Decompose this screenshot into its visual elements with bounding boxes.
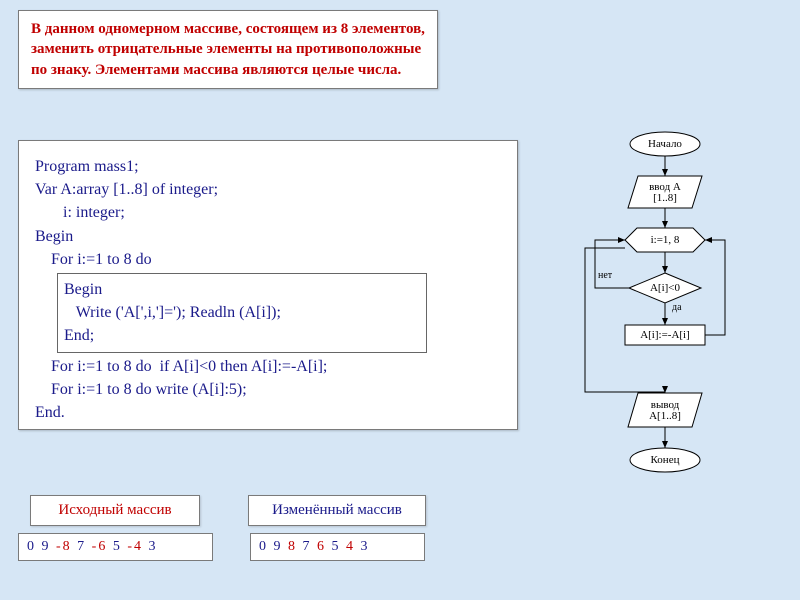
array-value: 8 (288, 539, 297, 554)
array-value: 0 (27, 539, 36, 554)
array-value: -8 (56, 539, 72, 554)
code-line: Begin (64, 278, 420, 301)
flowchart-svg: данетНачаловвод A[1..8]i:=1, 8A[i]<0A[i]… (540, 130, 790, 560)
code-line: For i:=1 to 8 do write (A[i]:5); (35, 378, 501, 401)
array-value: 4 (346, 539, 355, 554)
array-value: 3 (361, 539, 370, 554)
code-line: For i:=1 to 8 do (35, 248, 501, 271)
array-value: 7 (303, 539, 312, 554)
code-line: i: integer; (35, 201, 501, 224)
code-line: End. (35, 401, 501, 424)
code-before: Program mass1;Var A:array [1..8] of inte… (35, 155, 501, 271)
task-text: В данном одномерном массиве, состоящем и… (31, 21, 425, 78)
array-value: 5 (332, 539, 341, 554)
code-line: End; (64, 324, 420, 347)
svg-text:[1..8]: [1..8] (653, 192, 677, 204)
source-array-label: Исходный массив (30, 495, 200, 526)
svg-text:i:=1, 8: i:=1, 8 (651, 234, 680, 246)
changed-array: 0 9 8 7 6 5 4 3 (250, 533, 425, 561)
array-value: -6 (92, 539, 108, 554)
array-value: -4 (127, 539, 143, 554)
svg-text:нет: нет (598, 270, 613, 281)
code-inner-box: Begin Write ('A[',i,']='); Readln (A[i])… (57, 273, 427, 353)
code-after: For i:=1 to 8 do if A[i]<0 then A[i]:=-A… (35, 355, 501, 425)
array-value: 7 (77, 539, 86, 554)
array-value: 9 (274, 539, 283, 554)
svg-text:да: да (672, 302, 682, 313)
code-line: For i:=1 to 8 do if A[i]<0 then A[i]:=-A… (35, 355, 501, 378)
flowchart: данетНачаловвод A[1..8]i:=1, 8A[i]<0A[i]… (540, 130, 790, 560)
array-value: 6 (317, 539, 326, 554)
svg-text:Начало: Начало (648, 138, 682, 150)
array-value: 0 (259, 539, 268, 554)
array-value: 9 (42, 539, 51, 554)
svg-text:A[1..8]: A[1..8] (649, 410, 681, 422)
svg-text:A[i]:=-A[i]: A[i]:=-A[i] (640, 329, 690, 341)
array-value: 5 (113, 539, 122, 554)
code-box: Program mass1;Var A:array [1..8] of inte… (18, 140, 518, 430)
code-line: Var A:array [1..8] of integer; (35, 178, 501, 201)
code-line: Write ('A[',i,']='); Readln (A[i]); (64, 301, 420, 324)
task-box: В данном одномерном массиве, состоящем и… (18, 10, 438, 89)
svg-text:A[i]<0: A[i]<0 (650, 282, 681, 294)
array-value: 3 (149, 539, 158, 554)
code-line: Begin (35, 225, 501, 248)
code-line: Program mass1; (35, 155, 501, 178)
svg-text:Конец: Конец (651, 454, 680, 466)
source-array: 0 9 -8 7 -6 5 -4 3 (18, 533, 213, 561)
changed-array-label: Изменённый массив (248, 495, 426, 526)
